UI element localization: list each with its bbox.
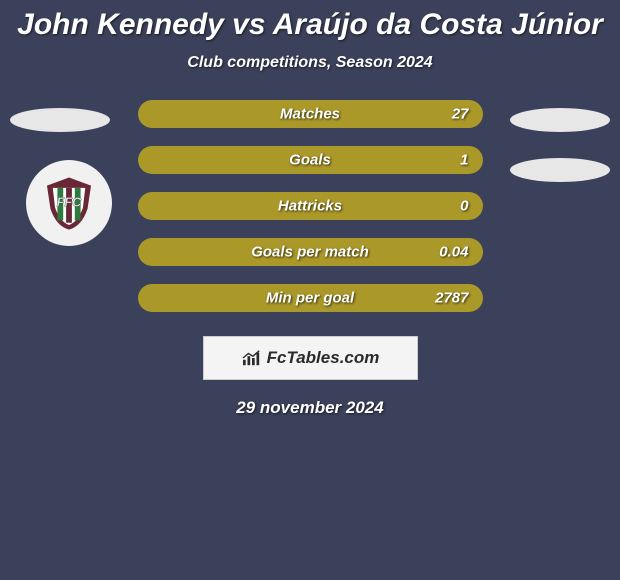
- stat-label: Matches: [280, 106, 340, 123]
- stat-bar: Matches 27: [138, 100, 483, 128]
- page-title: John Kennedy vs Araújo da Costa Júnior: [0, 0, 620, 42]
- stat-bar: Hattricks 0: [138, 192, 483, 220]
- stat-value: 0.04: [439, 244, 468, 261]
- stat-bar: Goals per match 0.04: [138, 238, 483, 266]
- club-right-placeholder-icon: [510, 158, 610, 182]
- subtitle: Club competitions, Season 2024: [0, 54, 620, 72]
- stat-value: 0: [460, 198, 468, 215]
- stat-label: Goals: [289, 152, 331, 169]
- brand-text: FcTables.com: [267, 348, 380, 368]
- stat-bars: Matches 27 Goals 1 Hattricks 0 Goals per…: [138, 100, 483, 312]
- brand-badge: FcTables.com: [203, 336, 418, 380]
- club-left-crest-icon: FFC: [26, 160, 112, 246]
- stat-label: Hattricks: [278, 198, 342, 215]
- date-text: 29 november 2024: [0, 398, 620, 418]
- stat-bar: Goals 1: [138, 146, 483, 174]
- stat-label: Goals per match: [251, 244, 369, 261]
- stat-value: 2787: [435, 290, 468, 307]
- chart-icon: [241, 349, 263, 367]
- svg-text:FFC: FFC: [57, 194, 83, 209]
- stat-label: Min per goal: [266, 290, 354, 307]
- fluminense-crest-icon: FFC: [40, 174, 98, 232]
- stat-value: 27: [452, 106, 469, 123]
- stat-value: 1: [460, 152, 468, 169]
- player-right-placeholder-icon: [510, 108, 610, 132]
- stat-bar: Min per goal 2787: [138, 284, 483, 312]
- player-left-placeholder-icon: [10, 108, 110, 132]
- comparison-chart: FFC Matches 27 Goals 1 Hattricks 0 Goals…: [0, 100, 620, 418]
